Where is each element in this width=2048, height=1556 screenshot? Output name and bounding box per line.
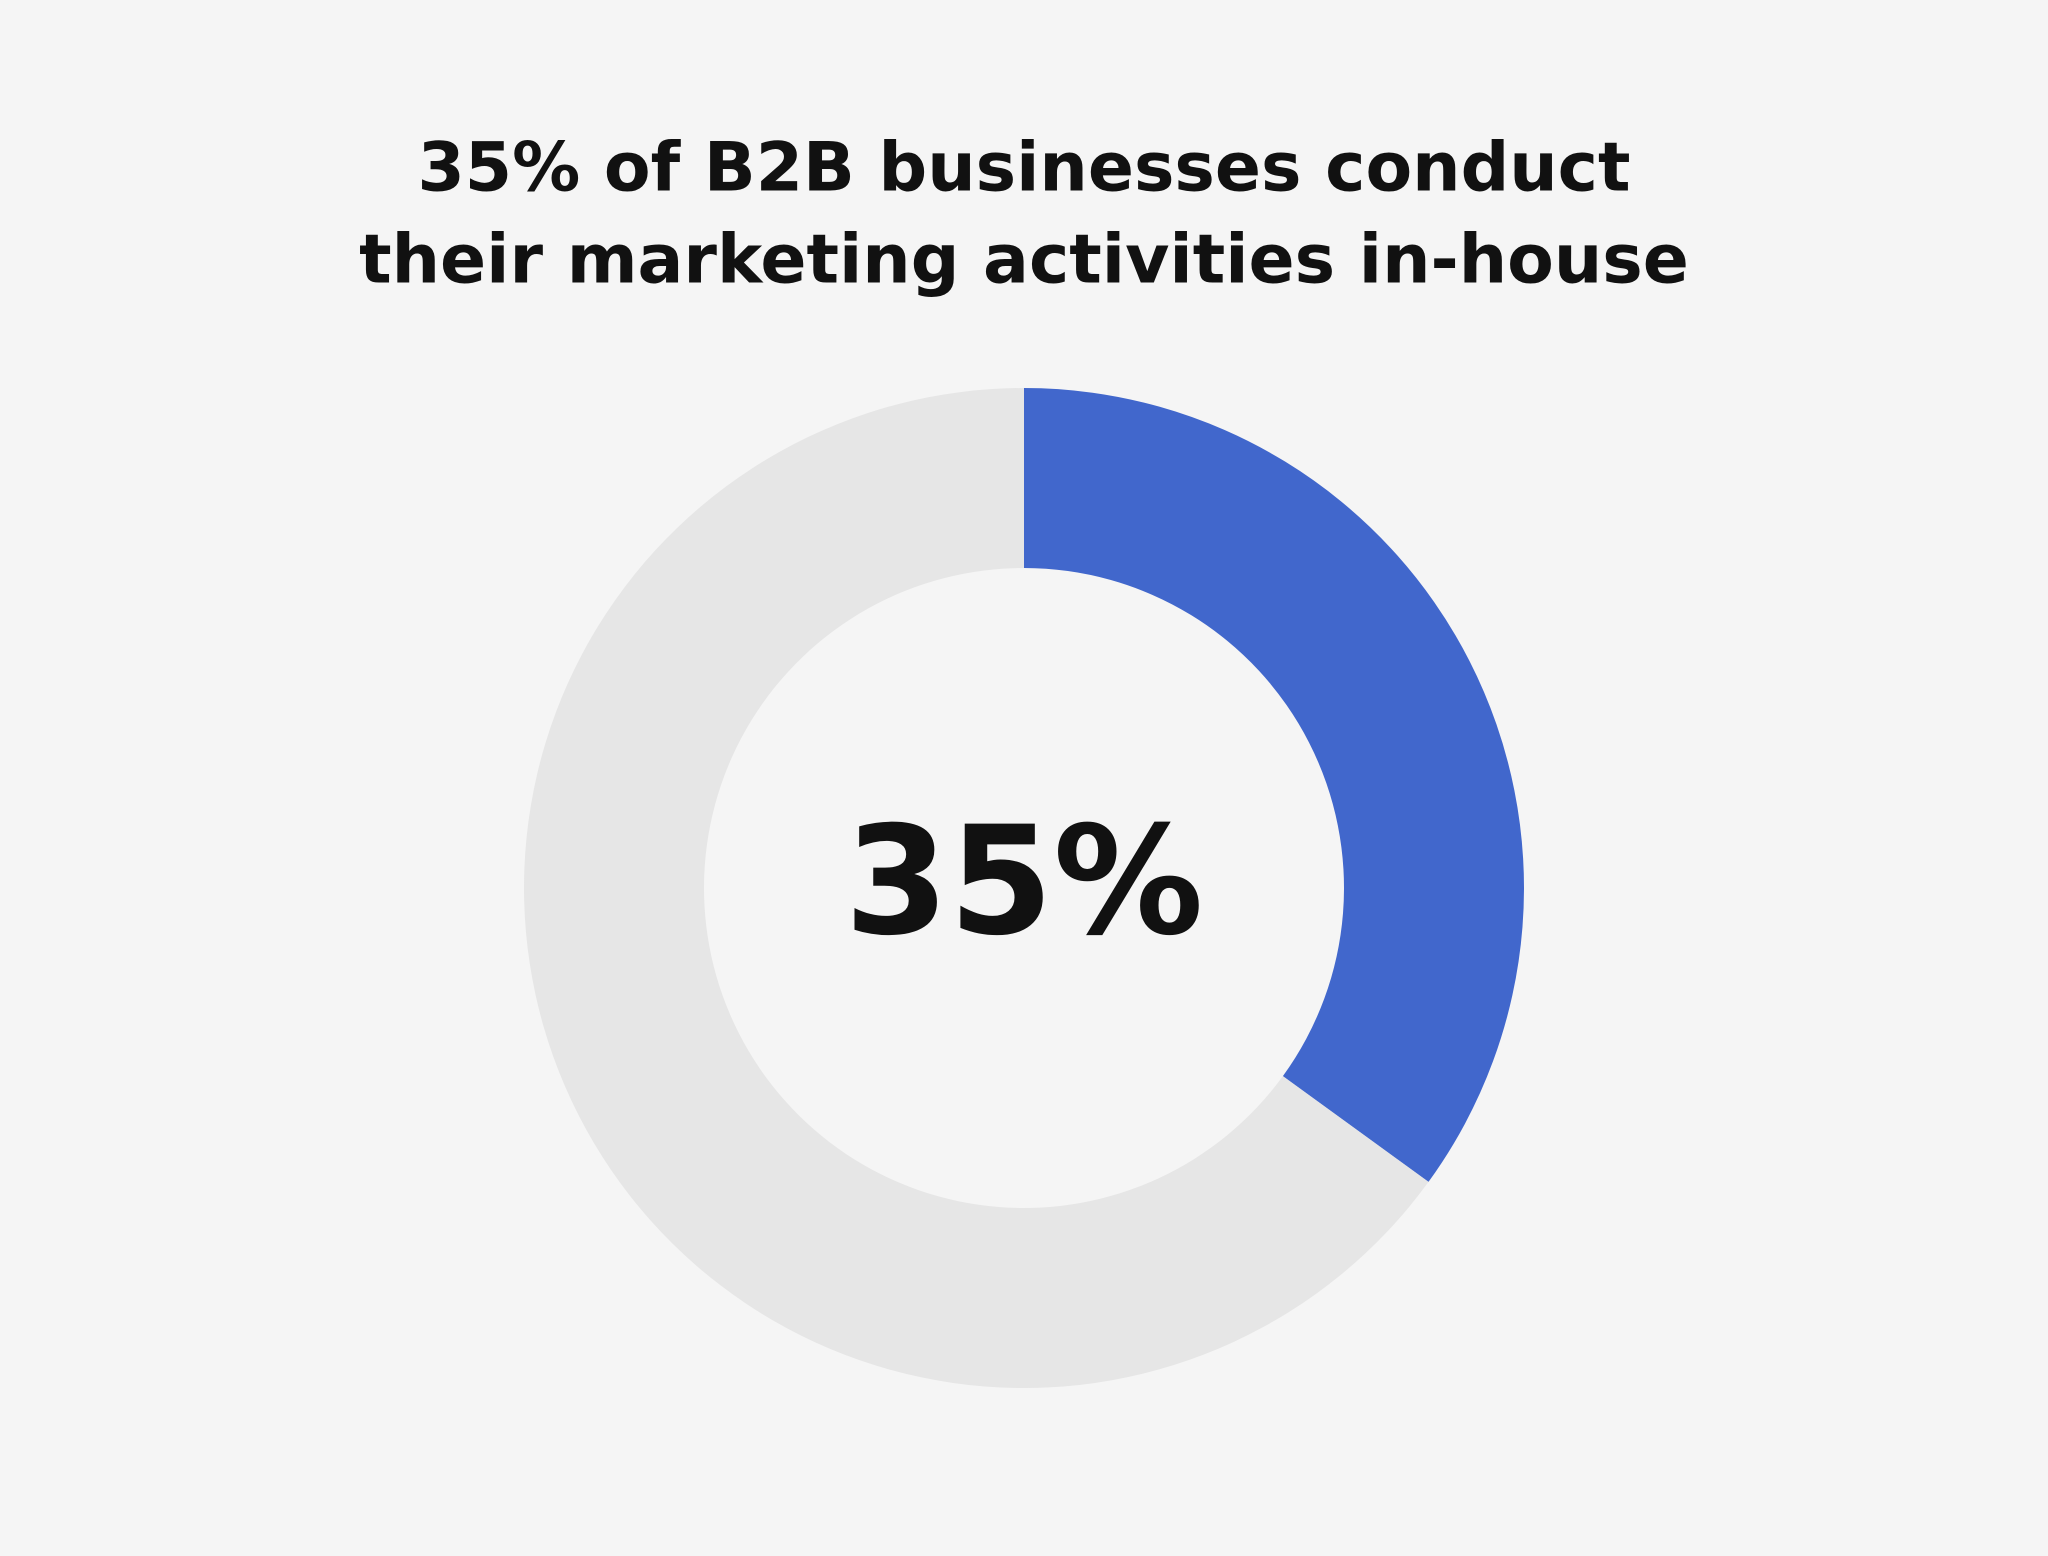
donut-segment [524,388,1429,1388]
chart-title: their marketing activities in-house [359,221,1689,300]
chart-title: 35% of B2B businesses conduct [417,129,1630,208]
center-label: 35% [844,795,1203,969]
donut [524,388,1525,1388]
donut-segment [1024,388,1525,1182]
